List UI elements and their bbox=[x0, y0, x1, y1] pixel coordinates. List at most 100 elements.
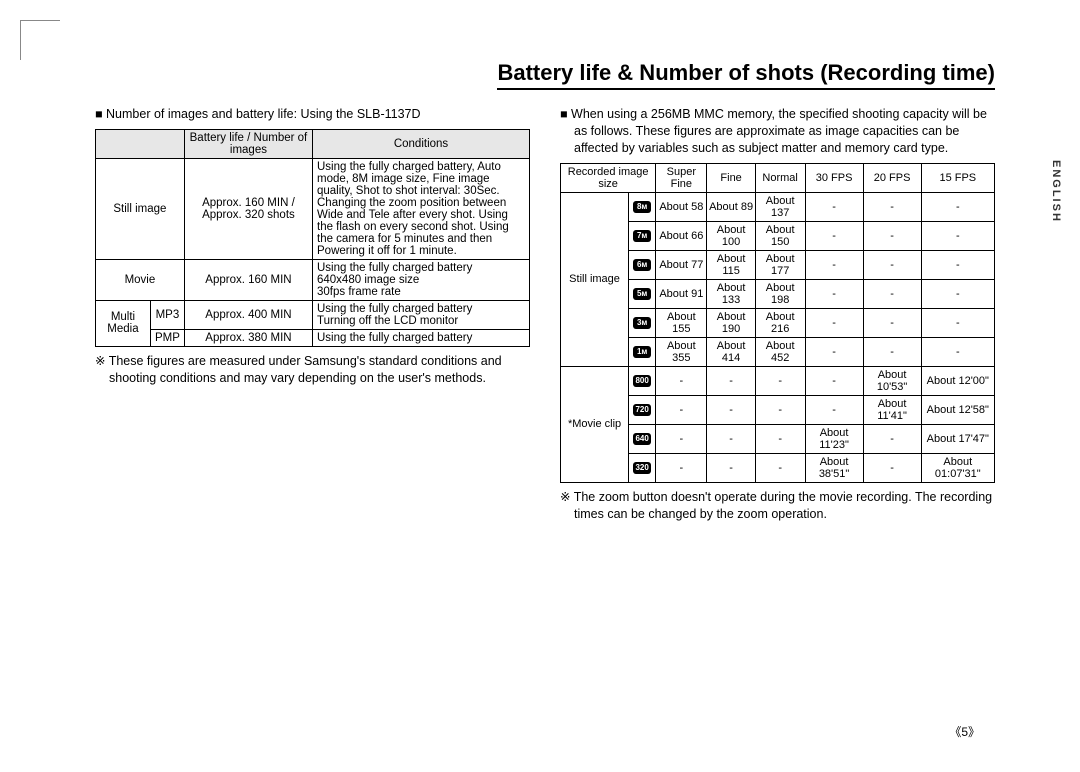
cell: - bbox=[863, 308, 921, 337]
row-movie-label: Movie bbox=[96, 259, 185, 300]
hdr-conditions: Conditions bbox=[313, 129, 530, 158]
cell: - bbox=[707, 424, 755, 453]
cell: About 355 bbox=[656, 337, 707, 366]
left-note: ※ These figures are measured under Samsu… bbox=[95, 353, 530, 387]
cell: - bbox=[921, 279, 994, 308]
cell: - bbox=[707, 366, 755, 395]
size-icon: 6м bbox=[629, 250, 656, 279]
cell: - bbox=[805, 279, 863, 308]
cell: - bbox=[863, 453, 921, 482]
cell: About 216 bbox=[755, 308, 805, 337]
cell: About 58 bbox=[656, 192, 707, 221]
row-still-label: Still image bbox=[96, 158, 185, 259]
row-multi-label: Multi Media bbox=[96, 300, 151, 346]
size-icon: 800 bbox=[629, 366, 656, 395]
row-mp3-cond: Using the fully charged battery Turning … bbox=[313, 300, 530, 329]
cell: - bbox=[755, 366, 805, 395]
row-mp3-label: MP3 bbox=[150, 300, 184, 329]
cell: About 66 bbox=[656, 221, 707, 250]
cell: - bbox=[755, 424, 805, 453]
cell: - bbox=[656, 395, 707, 424]
hdr-15: 15 FPS bbox=[921, 163, 994, 192]
cell: - bbox=[805, 308, 863, 337]
size-icon: 5м bbox=[629, 279, 656, 308]
battery-life-table: Battery life / Number of images Conditio… bbox=[95, 129, 530, 347]
cell: About 91 bbox=[656, 279, 707, 308]
hdr-size: Recorded image size bbox=[561, 163, 656, 192]
hdr-sf: Super Fine bbox=[656, 163, 707, 192]
crop-mark bbox=[20, 20, 60, 60]
hdr-20: 20 FPS bbox=[863, 163, 921, 192]
cell: - bbox=[921, 308, 994, 337]
cell: About 155 bbox=[656, 308, 707, 337]
cell: About 01:07'31" bbox=[921, 453, 994, 482]
cell: - bbox=[707, 395, 755, 424]
cell: About 190 bbox=[707, 308, 755, 337]
cell: - bbox=[805, 395, 863, 424]
right-note: ※ The zoom button doesn't operate during… bbox=[560, 489, 995, 523]
cell: About 115 bbox=[707, 250, 755, 279]
cell: - bbox=[755, 453, 805, 482]
page: Battery life & Number of shots (Recordin… bbox=[95, 60, 995, 522]
cell: - bbox=[805, 250, 863, 279]
cell: - bbox=[863, 250, 921, 279]
cell: - bbox=[805, 337, 863, 366]
cell: - bbox=[656, 366, 707, 395]
cell: - bbox=[656, 453, 707, 482]
cell: - bbox=[863, 221, 921, 250]
size-icon: 720 bbox=[629, 395, 656, 424]
size-icon: 3м bbox=[629, 308, 656, 337]
size-icon: 320 bbox=[629, 453, 656, 482]
row-pmp-label: PMP bbox=[150, 329, 184, 346]
capacity-table: Recorded image size Super Fine Fine Norm… bbox=[560, 163, 995, 483]
cell: About 11'41" bbox=[863, 395, 921, 424]
row-still-cond: Using the fully charged battery, Auto mo… bbox=[313, 158, 530, 259]
row-movie-life: Approx. 160 MIN bbox=[184, 259, 312, 300]
cell: About 133 bbox=[707, 279, 755, 308]
cell: - bbox=[921, 337, 994, 366]
cell: - bbox=[921, 250, 994, 279]
cell: About 100 bbox=[707, 221, 755, 250]
still-group-label: Still image bbox=[561, 192, 629, 366]
right-lead: ■ When using a 256MB MMC memory, the spe… bbox=[560, 106, 995, 157]
cell: - bbox=[921, 221, 994, 250]
cell: About 12'00" bbox=[921, 366, 994, 395]
cell: - bbox=[863, 337, 921, 366]
row-mp3-life: Approx. 400 MIN bbox=[184, 300, 312, 329]
row-movie-cond: Using the fully charged battery 640x480 … bbox=[313, 259, 530, 300]
left-column: ■ Number of images and battery life: Usi… bbox=[95, 106, 530, 522]
row-pmp-life: Approx. 380 MIN bbox=[184, 329, 312, 346]
cell: - bbox=[656, 424, 707, 453]
hdr-30: 30 FPS bbox=[805, 163, 863, 192]
cell: - bbox=[707, 453, 755, 482]
cell: - bbox=[863, 192, 921, 221]
cell: About 137 bbox=[755, 192, 805, 221]
size-icon: 640 bbox=[629, 424, 656, 453]
cell: About 38'51" bbox=[805, 453, 863, 482]
cell: About 12'58" bbox=[921, 395, 994, 424]
hdr-n: Normal bbox=[755, 163, 805, 192]
cell: About 452 bbox=[755, 337, 805, 366]
cell: About 89 bbox=[707, 192, 755, 221]
cell: - bbox=[805, 221, 863, 250]
cell: - bbox=[755, 395, 805, 424]
cell: - bbox=[863, 424, 921, 453]
row-pmp-cond: Using the fully charged battery bbox=[313, 329, 530, 346]
left-lead: ■ Number of images and battery life: Usi… bbox=[95, 106, 530, 123]
size-icon: 8м bbox=[629, 192, 656, 221]
cell: About 11'23" bbox=[805, 424, 863, 453]
page-number: 《5》 bbox=[949, 723, 980, 740]
size-icon: 7м bbox=[629, 221, 656, 250]
cell: About 77 bbox=[656, 250, 707, 279]
language-tab: ENGLISH bbox=[1050, 160, 1062, 223]
cell: About 414 bbox=[707, 337, 755, 366]
hdr-f: Fine bbox=[707, 163, 755, 192]
cell: About 17'47" bbox=[921, 424, 994, 453]
cell: About 198 bbox=[755, 279, 805, 308]
cell: About 10'53" bbox=[863, 366, 921, 395]
size-icon: 1м bbox=[629, 337, 656, 366]
cell: About 177 bbox=[755, 250, 805, 279]
cell: - bbox=[805, 192, 863, 221]
cell: - bbox=[863, 279, 921, 308]
hdr-battery: Battery life / Number of images bbox=[184, 129, 312, 158]
